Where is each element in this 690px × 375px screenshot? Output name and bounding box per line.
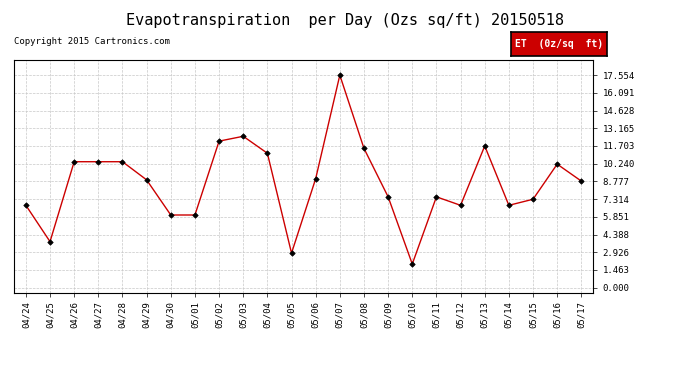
Text: ET  (0z/sq  ft): ET (0z/sq ft)	[515, 39, 603, 49]
Text: Copyright 2015 Cartronics.com: Copyright 2015 Cartronics.com	[14, 38, 170, 46]
Text: Evapotranspiration  per Day (Ozs sq/ft) 20150518: Evapotranspiration per Day (Ozs sq/ft) 2…	[126, 13, 564, 28]
